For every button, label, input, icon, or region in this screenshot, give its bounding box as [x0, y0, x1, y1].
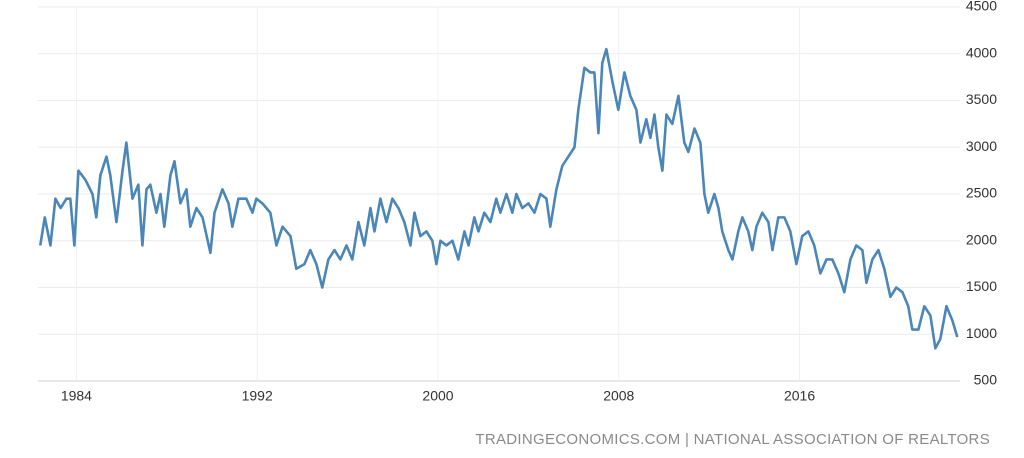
y-tick-label: 3000	[966, 138, 997, 154]
y-tick-label: 4500	[966, 0, 997, 14]
source: TRADINGECONOMICS.COM | NATIONAL ASSOCIAT…	[475, 431, 990, 448]
y-tick-label: 2000	[966, 231, 997, 247]
x-tick-label: 1992	[242, 388, 273, 404]
y-tick-label: 1000	[966, 325, 997, 341]
x-tick-label: 2000	[422, 388, 453, 404]
y-tick-label: 500	[974, 372, 998, 388]
y-tick-label: 3500	[966, 91, 997, 107]
y-tick-label: 1500	[966, 278, 997, 294]
y-tick-label: 2500	[966, 185, 997, 201]
x-tick-label: 2016	[784, 388, 815, 404]
x-tick-label: 2008	[603, 388, 634, 404]
y-tick-label: 4000	[966, 44, 997, 60]
x-tick-label: 1984	[61, 388, 92, 404]
line-series	[38, 47, 959, 350]
